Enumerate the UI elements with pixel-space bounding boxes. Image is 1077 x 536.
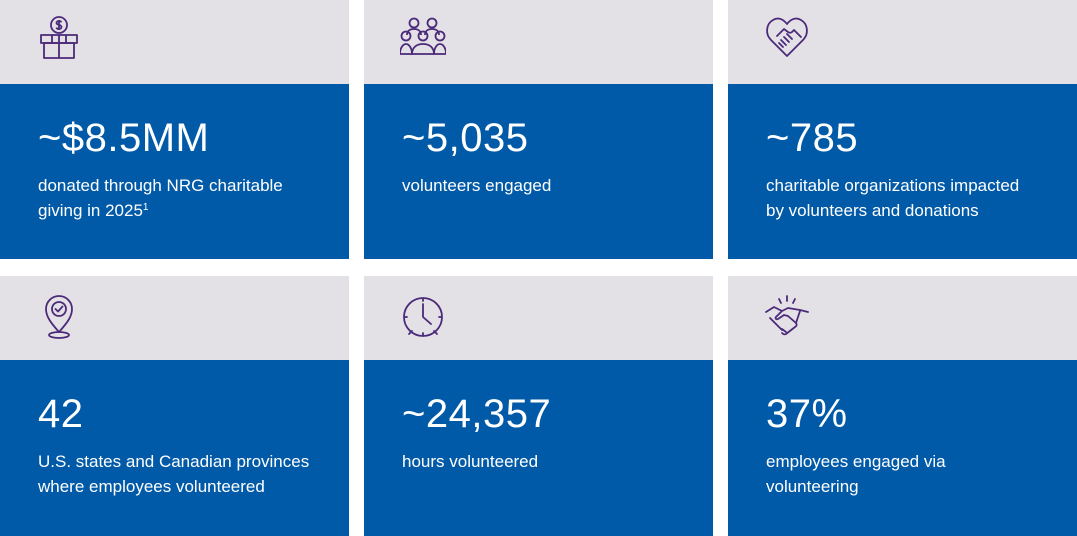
stat-card-locations: 42 U.S. states and Canadian provinces wh… [0,276,349,536]
location-check-icon [36,294,82,340]
heart-handshake-icon [764,14,810,60]
stat-card-header [728,0,1077,84]
stat-label: U.S. states and Canadian provinces where… [38,452,310,496]
stat-card-body: 37% employees engaged via volunteering [728,360,1077,536]
stat-card-header [364,0,713,84]
stat-card-header [728,276,1077,360]
stat-card-header [0,0,349,84]
stat-card-organizations: ~785 charitable organizations impacted b… [728,0,1077,259]
clock-icon [400,294,446,340]
stat-card-body: ~5,035 volunteers engaged [364,84,713,259]
stat-value: 37% [766,392,848,436]
stat-value: ~5,035 [402,116,529,160]
stat-card-body: ~$8.5MM donated through NRG charitable g… [0,84,349,259]
stat-card-body: ~785 charitable organizations impacted b… [728,84,1077,259]
stat-card-volunteers: ~5,035 volunteers engaged [364,0,713,259]
stat-card-body: 42 U.S. states and Canadian provinces wh… [0,360,349,536]
stat-card-engagement: 37% employees engaged via volunteering [728,276,1077,536]
stat-card-body: ~24,357 hours volunteered [364,360,713,536]
stat-value: ~785 [766,116,859,160]
stat-label: employees engaged via volunteering [766,452,946,496]
stat-label: charitable organizations impacted by vol… [766,176,1020,220]
people-group-icon [400,14,446,60]
footnote-marker: 1 [142,202,149,213]
stat-label-text: donated through NRG charitable giving in… [38,176,283,220]
stat-card-hours: ~24,357 hours volunteered [364,276,713,536]
stat-card-donations: ~$8.5MM donated through NRG charitable g… [0,0,349,259]
handshake-icon [764,294,810,340]
stat-value: ~$8.5MM [38,116,210,160]
stat-value: 42 [38,392,84,436]
stat-label: hours volunteered [402,452,539,471]
stat-card-header [364,276,713,360]
stat-value: ~24,357 [402,392,552,436]
stat-label: donated through NRG charitable giving in… [38,173,337,223]
gift-dollar-icon [36,14,82,60]
stat-label: volunteers engaged [402,176,552,195]
stat-card-header [0,276,349,360]
